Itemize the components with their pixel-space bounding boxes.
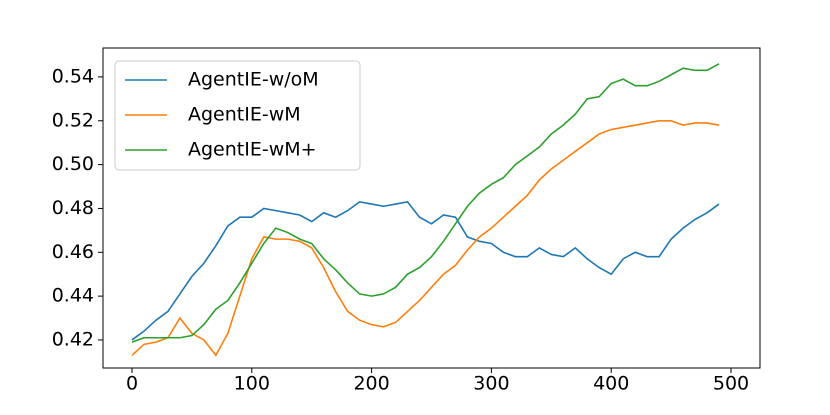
y-tick-label: 0.54: [52, 65, 94, 87]
data-line: [131, 200, 720, 341]
legend-box: [114, 60, 361, 171]
legend-label: AgentIE-w/oM: [188, 69, 319, 91]
x-tick-label: 400: [593, 373, 629, 395]
x-tick-label: 200: [353, 373, 389, 395]
x-tick-label: 300: [473, 373, 509, 395]
legend-label: AgentIE-wM: [188, 104, 301, 126]
y-tick-label: 0.42: [52, 328, 94, 350]
y-tick-label: 0.52: [52, 109, 94, 131]
y-tick-label: 0.50: [52, 153, 94, 175]
y-tick-label: 0.46: [52, 241, 94, 263]
legend-label: AgentIE-wM+: [188, 139, 317, 161]
data-line: [131, 63, 720, 343]
x-tick-label: 100: [234, 373, 270, 395]
data-line: [131, 119, 720, 357]
x-tick-label: 0: [126, 373, 138, 395]
y-tick-label: 0.48: [52, 197, 94, 219]
x-tick-label: 500: [713, 373, 749, 395]
y-tick-label: 0.44: [52, 285, 94, 307]
